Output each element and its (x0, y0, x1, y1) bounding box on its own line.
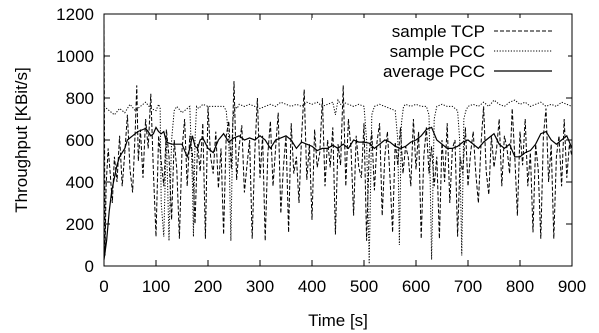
legend-label-average-pcc: average PCC (383, 62, 485, 81)
y-tick-label-1200: 1200 (56, 5, 94, 24)
x-tick-label-500: 500 (350, 277, 378, 296)
axis-tick-labels: 0 100 200 300 400 500 600 700 800 900 0 200 400 600 80… (56, 5, 586, 296)
y-tick-label-200: 200 (66, 215, 94, 234)
series-line-average-pcc (103, 126, 573, 260)
y-axis-title: Throughput [KBit/s] (12, 67, 31, 213)
x-tick-label-300: 300 (246, 277, 274, 296)
series-line-sample-pcc (103, 98, 573, 264)
plot-lines (103, 18, 573, 264)
x-tick-label-800: 800 (506, 277, 534, 296)
x-tick-label-200: 200 (194, 277, 222, 296)
x-axis-title: Time [s] (308, 311, 368, 330)
y-tick-label-0: 0 (85, 257, 94, 276)
x-tick-label-900: 900 (558, 277, 586, 296)
series-line-sample-tcp (103, 18, 573, 256)
x-tick-label-400: 400 (298, 277, 326, 296)
y-tick-label-600: 600 (66, 131, 94, 150)
x-tick-label-700: 700 (454, 277, 482, 296)
y-tick-label-800: 800 (66, 89, 94, 108)
legend-box (312, 18, 568, 80)
y-tick-label-1000: 1000 (56, 47, 94, 66)
x-tick-label-100: 100 (142, 277, 170, 296)
legend-label-sample-tcp: sample TCP (392, 22, 485, 41)
legend-label-sample-pcc: sample PCC (390, 42, 485, 61)
x-tick-label-600: 600 (402, 277, 430, 296)
x-tick-label-0: 0 (99, 277, 108, 296)
y-tick-label-400: 400 (66, 173, 94, 192)
